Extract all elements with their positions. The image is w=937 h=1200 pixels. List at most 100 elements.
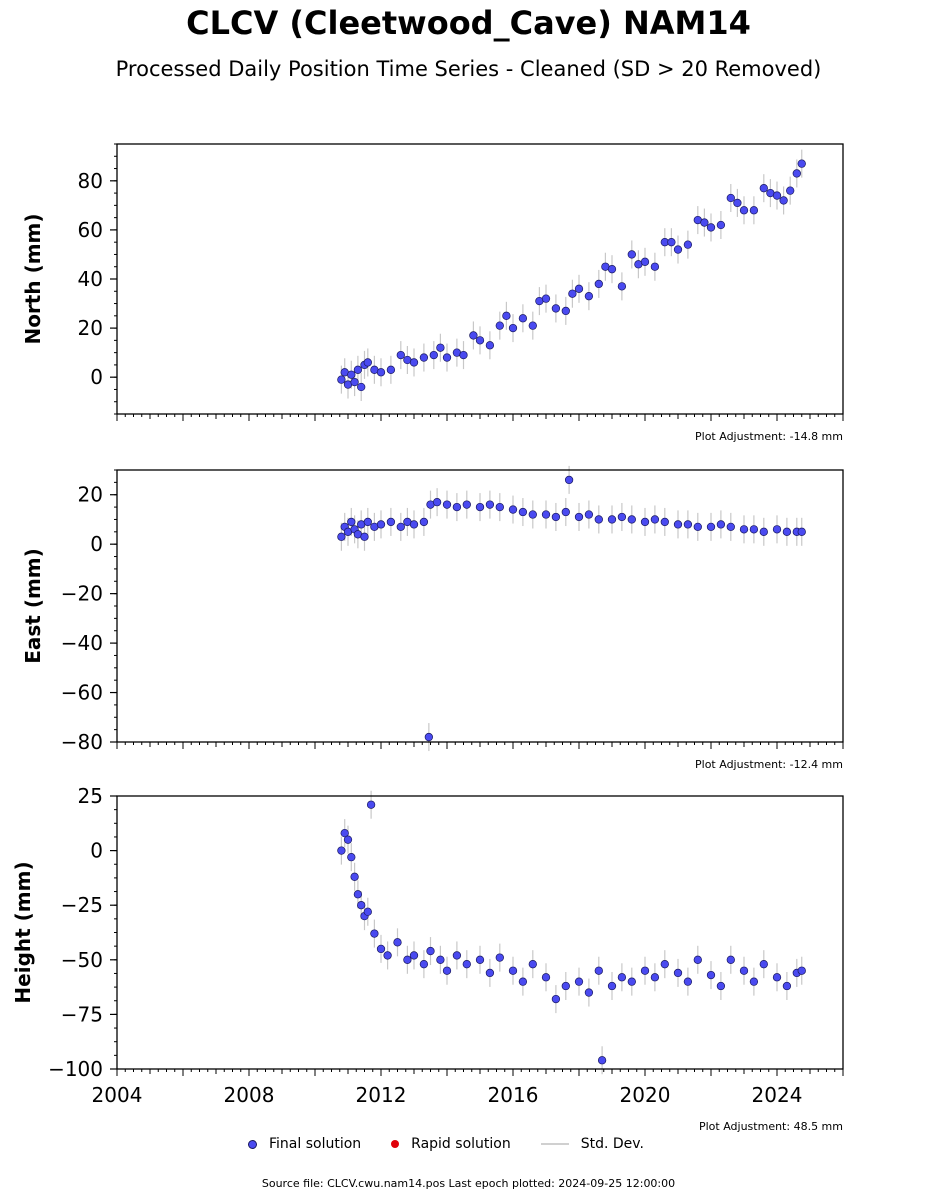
plot-frame (116, 795, 844, 1070)
data-point (383, 951, 392, 960)
x-tick-label: 2016 (488, 1083, 539, 1107)
legend-item-final: Final solution (248, 1136, 361, 1152)
data-point (782, 981, 792, 991)
data-point (353, 365, 363, 374)
data-point (452, 502, 462, 512)
data-point (772, 973, 782, 982)
data-point (574, 512, 584, 522)
y-tick-label: 20 (78, 316, 103, 340)
data-point (452, 951, 462, 960)
data-point (739, 525, 749, 534)
data-point (716, 220, 726, 230)
data-point (726, 522, 735, 532)
data-point (508, 966, 518, 975)
y-tick-label: 0 (90, 532, 103, 556)
y-tick-label: 0 (90, 365, 103, 389)
legend-label-std: Std. Dev. (580, 1136, 644, 1152)
data-point (650, 515, 660, 524)
data-point (459, 350, 468, 360)
data-point (561, 981, 570, 991)
data-point (518, 977, 528, 986)
data-point (442, 353, 452, 362)
data-point (683, 240, 693, 249)
data-point (360, 532, 369, 541)
data-point (683, 977, 693, 986)
data-point (779, 196, 788, 205)
data-point (706, 223, 716, 232)
data-point (343, 835, 353, 844)
data-point (409, 520, 419, 529)
plot-adjustment-note: Plot Adjustment: -14.8 mm (695, 430, 843, 443)
chart-subtitle: Processed Daily Position Time Series - C… (115, 57, 822, 81)
data-point (403, 955, 412, 964)
source-footer: Source file: CLCV.cwu.nam14.pos Last epo… (261, 1177, 676, 1190)
data-point (726, 955, 735, 964)
data-point (786, 186, 795, 195)
data-point (627, 515, 636, 524)
y-tick-label: −100 (48, 1057, 103, 1081)
data-point (337, 532, 346, 541)
data-point (469, 331, 478, 340)
data-point (347, 853, 356, 862)
data-point (584, 510, 594, 519)
data-point (568, 289, 577, 298)
legend-item-rapid: Rapid solution (391, 1136, 511, 1152)
plot-adjustment-note: Plot Adjustment: -12.4 mm (695, 758, 843, 771)
y-tick-label: −40 (61, 631, 103, 655)
x-tick-label: 2008 (224, 1083, 275, 1107)
data-point (508, 323, 518, 333)
data-point (541, 510, 551, 519)
data-point (797, 159, 806, 168)
x-tick-label: 2020 (620, 1083, 671, 1107)
data-point (436, 955, 445, 964)
y-tick-label: −50 (61, 948, 103, 972)
data-point (495, 502, 504, 512)
data-point (660, 517, 669, 527)
data-point (561, 507, 570, 517)
data-point (340, 828, 349, 838)
y-tick-label: −80 (61, 730, 103, 754)
y-axis-label: Height (mm) (11, 861, 35, 1003)
data-point (429, 350, 438, 360)
plot-frame (116, 143, 844, 415)
data-point (683, 520, 693, 529)
data-point (792, 169, 801, 178)
data-point (693, 955, 702, 964)
data-point (495, 953, 504, 962)
data-point (495, 321, 504, 330)
data-point (409, 358, 419, 367)
data-point (749, 206, 759, 215)
data-point (706, 522, 716, 532)
data-point (597, 1056, 607, 1065)
data-point (716, 981, 726, 991)
data-point (363, 907, 372, 916)
std-dev-line-icon (540, 1143, 569, 1145)
final-solution-marker-icon (248, 1139, 257, 1149)
data-point (508, 505, 518, 514)
data-point (541, 294, 551, 303)
data-point (749, 525, 759, 534)
y-tick-label: −20 (61, 582, 103, 606)
data-point (607, 265, 617, 274)
data-point (640, 257, 650, 266)
data-point (772, 525, 782, 534)
data-point (749, 977, 759, 986)
data-point (650, 262, 660, 271)
rapid-solution-marker-icon (391, 1140, 400, 1148)
data-point (396, 350, 405, 360)
data-point (759, 184, 768, 193)
data-point (376, 520, 386, 529)
data-point (485, 341, 495, 350)
data-point (475, 336, 485, 345)
data-point (475, 502, 485, 512)
x-tick-label: 2024 (752, 1083, 803, 1107)
data-point (739, 966, 749, 975)
data-point (350, 377, 359, 387)
data-point (594, 279, 603, 289)
data-point (528, 321, 537, 330)
data-point (347, 370, 356, 379)
y-tick-label: 80 (78, 169, 103, 193)
plot-frame (116, 469, 844, 743)
data-point (386, 365, 396, 374)
data-point (584, 292, 594, 301)
